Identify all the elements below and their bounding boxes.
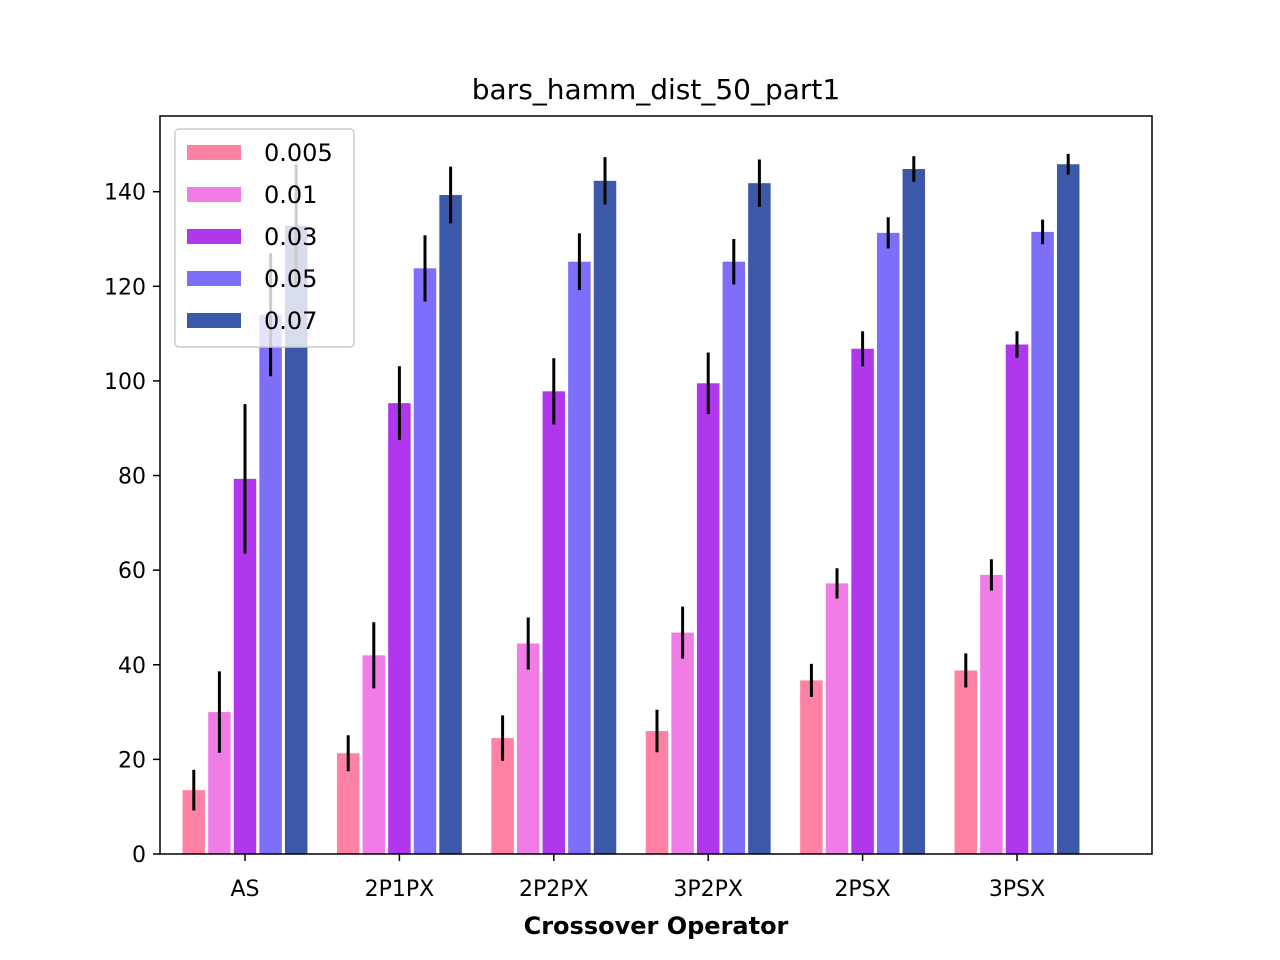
bar-2P1PX-0.07 [439,195,462,854]
x-axis: AS 2P1PX 2P2PX 3P2PX 2PSX 3PSX [230,854,1045,902]
legend-label-0.05: 0.05 [264,265,317,293]
bar-2PSX-0.005 [800,680,823,854]
y-tick-label: 100 [104,370,146,395]
legend-swatch-0.01 [187,187,241,202]
bar-2P1PX-0.01 [362,655,386,854]
legend-label-0.01: 0.01 [264,181,317,209]
y-tick-label: 20 [118,748,146,773]
legend-box [174,128,355,348]
x-tick-label: 3P2PX [673,877,743,902]
bar-2PSX-0.05 [876,232,900,855]
bar-3P2PX-0.03 [696,383,720,854]
legend: 0.005 0.01 0.03 0.05 0.07 [174,128,355,348]
legend-swatch-0.03 [187,229,241,244]
x-tick-label: 2P1PX [365,877,435,902]
bar-3PSX-0.005 [954,670,978,854]
bar-2P2PX-0.01 [516,643,540,854]
legend-label-0.07: 0.07 [264,307,317,335]
y-tick-label: 140 [104,181,146,206]
bar-2P1PX-0.005 [336,753,360,854]
plot-area-frame [159,115,1153,855]
bar-3PSX-0.07 [1056,164,1080,854]
bar-AS-0.01 [208,712,231,854]
bar-AS-0.005 [182,790,206,854]
bar-2P2PX-0.005 [491,738,514,854]
y-axis: 0 20 40 60 80 100 120 140 [104,181,160,868]
bar-2P1PX-0.03 [388,403,411,854]
bar-2PSX-0.01 [825,583,849,854]
x-tick-label: AS [230,877,259,902]
bar-AS-0.07 [284,225,308,854]
y-tick-label: 0 [132,843,146,868]
bar-3P2PX-0.05 [722,261,746,855]
bar-AS-0.03 [233,478,257,854]
bar-3PSX-0.01 [980,574,1003,854]
x-tick-label: 2P2PX [519,877,589,902]
bar-2P2PX-0.03 [542,391,566,854]
bar-3P2PX-0.005 [645,731,669,854]
x-tick-label: 3PSX [989,877,1045,902]
bar-3PSX-0.05 [1031,231,1054,854]
chart-title: bars_hamm_dist_50_part1 [472,73,840,106]
legend-swatch-0.05 [187,271,241,286]
x-axis-label: Crossover Operator [524,912,789,940]
legend-swatch-0.07 [187,313,241,328]
bar-2P2PX-0.05 [568,261,591,855]
bar-2P2PX-0.07 [593,180,617,854]
bar-2PSX-0.07 [902,168,926,855]
y-tick-label: 120 [104,275,146,300]
bar-AS-0.05 [259,314,282,854]
y-tick-label: 40 [118,654,146,679]
y-tick-label: 80 [118,465,146,490]
legend-swatch-0.005 [187,145,241,160]
y-tick-label: 60 [118,559,146,584]
bars-layer [182,164,1080,855]
legend-label-0.03: 0.03 [264,223,317,251]
legend-label-0.005: 0.005 [264,139,333,167]
bar-3PSX-0.03 [1005,344,1029,854]
bar-2PSX-0.03 [851,348,874,854]
bar-2P1PX-0.05 [413,268,437,855]
bar-3P2PX-0.01 [671,632,694,854]
x-tick-label: 2PSX [834,877,890,902]
bar-3P2PX-0.07 [748,183,771,854]
